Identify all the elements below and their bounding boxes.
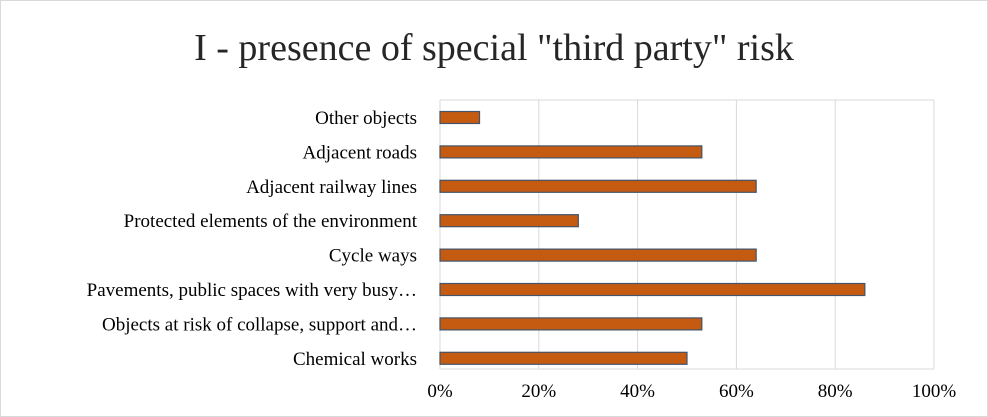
category-label: Chemical works [293,349,417,370]
category-label: Adjacent roads [303,142,417,163]
category-label: Pavements, public spaces with very busy… [87,280,417,301]
bar [439,110,481,125]
category-label: Adjacent railway lines [246,177,417,198]
bar [439,282,866,297]
x-tick-label: 20% [521,381,556,402]
bar [439,317,703,331]
x-tick-label: 100% [912,381,957,402]
bar [439,248,757,262]
bars [439,110,866,365]
bar [439,179,757,193]
category-label: Other objects [315,108,417,129]
bar [439,145,703,159]
chart-title: I - presence of special "third party" ri… [194,27,794,69]
category-labels: Other objects Adjacent roads Adjacent rail… [87,108,418,370]
x-tick-labels: 0% 20% 40% 60% 80% 100% [427,381,956,402]
x-tick-label: 60% [719,381,754,402]
x-tick-label: 0% [427,381,453,402]
category-label: Cycle ways [329,246,417,267]
bar [439,351,688,365]
bar [439,214,579,228]
x-tick-label: 40% [620,381,655,402]
category-label: Protected elements of the environment [124,211,418,232]
x-tick-label: 80% [818,381,853,402]
category-label: Objects at risk of collapse, support and… [102,314,417,335]
